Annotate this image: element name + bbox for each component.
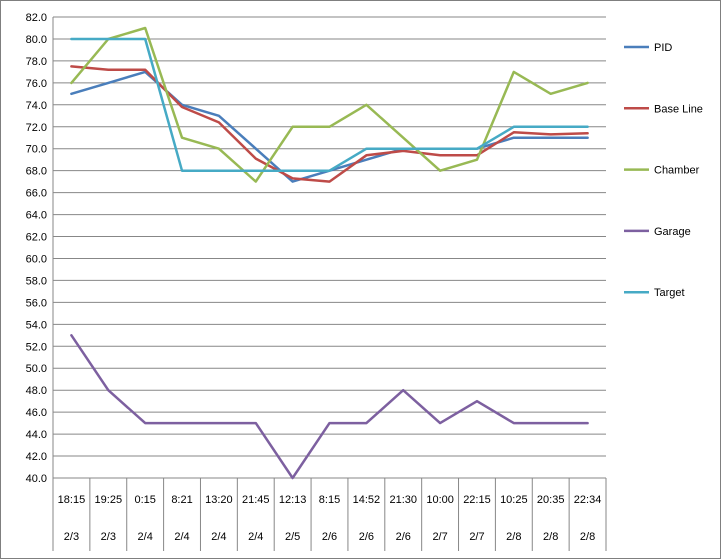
y-tick-label: 62.0	[26, 232, 47, 244]
legend-label: Garage	[654, 226, 691, 238]
legend-label: Chamber	[654, 165, 700, 177]
y-tick-label: 50.0	[26, 363, 47, 375]
x-tick-label-time: 8:15	[319, 494, 340, 506]
x-tick-label-time: 13:20	[205, 494, 233, 506]
x-tick-label-time: 10:00	[426, 494, 454, 506]
series-lines	[70, 26, 589, 480]
x-tick-label-time: 12:13	[279, 494, 307, 506]
y-tick-label: 52.0	[26, 341, 47, 353]
y-tick-label: 66.0	[26, 188, 47, 200]
y-tick-label: 40.0	[26, 473, 47, 485]
axes	[52, 17, 607, 551]
x-tick-label-time: 14:52	[353, 494, 381, 506]
y-tick-label: 80.0	[26, 34, 47, 46]
x-tick-label-date: 2/5	[285, 531, 300, 543]
x-tick-label-time: 22:34	[574, 494, 602, 506]
x-tick-label-date: 2/6	[359, 531, 374, 543]
x-axis-tick-labels: 18:15 2/3 19:25 2/3 0:15 2/4 8:21 2/4 13:20 2/4 21…	[58, 494, 602, 543]
x-tick-label-time: 8:21	[171, 494, 192, 506]
x-tick-label-time: 22:15	[463, 494, 491, 506]
x-tick-label-date: 2/6	[396, 531, 411, 543]
x-tick-label-date: 2/7	[432, 531, 447, 543]
y-tick-label: 78.0	[26, 56, 47, 68]
y-axis-tick-labels: 40.0 42.0 44.0 46.0 48.0 50.0 52.0 54.0 56.0 58.0…	[26, 12, 47, 485]
x-tick-label-date: 2/8	[506, 531, 521, 543]
x-tick-label-time: 0:15	[134, 494, 155, 506]
y-tick-label: 68.0	[26, 166, 47, 178]
y-tick-label: 76.0	[26, 78, 47, 90]
x-tick-label-date: 2/8	[580, 531, 595, 543]
x-tick-label-time: 10:25	[500, 494, 528, 506]
legend: PID Base Line Chamber Garage Target	[624, 42, 703, 299]
x-tick-label-date: 2/4	[211, 531, 226, 543]
y-tick-label: 44.0	[26, 429, 47, 441]
x-tick-label-time: 19:25	[95, 494, 123, 506]
y-tick-label: 54.0	[26, 319, 47, 331]
series-line-chamber	[70, 26, 589, 183]
x-tick-label-date: 2/7	[469, 531, 484, 543]
legend-label: Base Line	[654, 103, 703, 115]
legend-label: Target	[654, 287, 685, 299]
y-tick-label: 82.0	[26, 12, 47, 24]
series-line-target	[70, 37, 589, 172]
x-tick-label-date: 2/4	[248, 531, 263, 543]
x-tick-label-date: 2/3	[101, 531, 116, 543]
y-tick-label: 60.0	[26, 253, 47, 265]
y-tick-label: 58.0	[26, 275, 47, 287]
y-tick-label: 74.0	[26, 100, 47, 112]
y-tick-label: 70.0	[26, 144, 47, 156]
y-tick-label: 48.0	[26, 385, 47, 397]
y-tick-label: 64.0	[26, 210, 47, 222]
y-tick-label: 72.0	[26, 122, 47, 134]
x-tick-label-date: 2/4	[138, 531, 153, 543]
series-line-garage	[70, 334, 589, 480]
x-tick-label-date: 2/8	[543, 531, 558, 543]
y-tick-label: 46.0	[26, 407, 47, 419]
x-tick-label-date: 2/6	[322, 531, 337, 543]
gridlines	[53, 16, 606, 479]
legend-label: PID	[654, 42, 672, 54]
x-tick-label-time: 21:30	[389, 494, 417, 506]
y-tick-label: 56.0	[26, 297, 47, 309]
x-tick-label-date: 2/3	[64, 531, 79, 543]
x-tick-label-time: 21:45	[242, 494, 270, 506]
x-tick-label-time: 20:35	[537, 494, 565, 506]
x-tick-label-date: 2/4	[174, 531, 189, 543]
x-tick-label-time: 18:15	[58, 494, 86, 506]
y-tick-label: 42.0	[26, 451, 47, 463]
